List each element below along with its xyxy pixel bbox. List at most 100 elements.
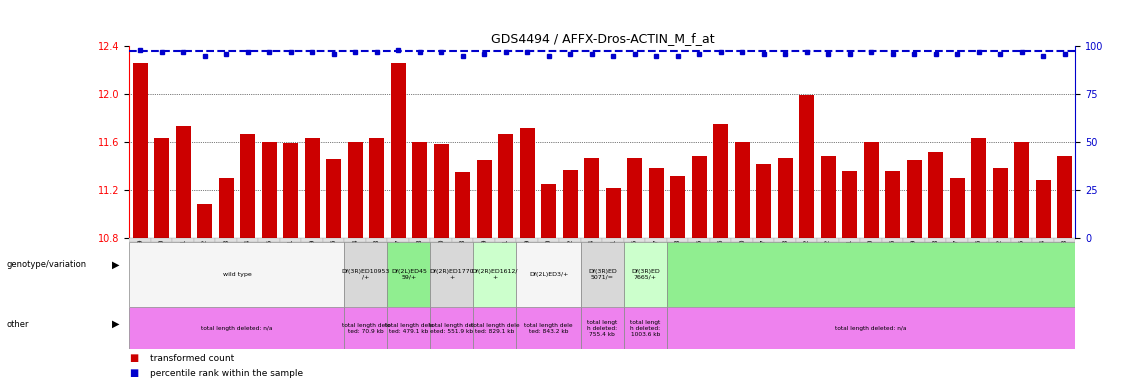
Text: GSM848356: GSM848356 <box>975 238 982 281</box>
Text: total lengt
h deleted:
1003.6 kb: total lengt h deleted: 1003.6 kb <box>631 320 661 337</box>
Bar <box>670 175 685 238</box>
Text: GSM848341: GSM848341 <box>847 238 852 281</box>
Text: GSM848334: GSM848334 <box>352 238 358 281</box>
Bar <box>581 238 602 242</box>
Bar <box>517 307 581 349</box>
Bar <box>713 124 729 238</box>
Bar <box>1057 157 1072 238</box>
Text: Df(3R)ED
5071/=: Df(3R)ED 5071/= <box>588 269 617 280</box>
Bar <box>133 63 148 238</box>
Bar <box>327 159 341 238</box>
Bar <box>949 178 965 238</box>
Text: total length dele
ted: 479.1 kb: total length dele ted: 479.1 kb <box>385 323 434 334</box>
Bar <box>473 238 495 242</box>
Text: GSM848323: GSM848323 <box>223 238 230 281</box>
Bar <box>542 184 556 238</box>
Bar <box>129 238 151 242</box>
Text: GSM848327: GSM848327 <box>395 238 401 281</box>
Bar <box>667 307 1075 349</box>
Text: GSM848347: GSM848347 <box>954 238 960 281</box>
Bar <box>259 238 280 242</box>
Bar <box>667 242 1075 307</box>
Title: GDS4494 / AFFX-Dros-ACTIN_M_f_at: GDS4494 / AFFX-Dros-ACTIN_M_f_at <box>491 32 714 45</box>
Bar <box>305 139 320 238</box>
Bar <box>993 169 1008 238</box>
Text: Df(3R)ED
7665/+: Df(3R)ED 7665/+ <box>631 269 660 280</box>
Bar <box>194 238 215 242</box>
Bar <box>584 158 599 238</box>
Bar <box>176 126 190 238</box>
Bar <box>885 171 900 238</box>
Bar <box>1015 142 1029 238</box>
Bar <box>971 139 986 238</box>
Text: GSM848349: GSM848349 <box>911 238 917 281</box>
Bar <box>624 238 645 242</box>
Bar <box>430 307 473 349</box>
Bar <box>369 139 384 238</box>
Text: GSM848358: GSM848358 <box>374 238 379 281</box>
Bar <box>757 164 771 238</box>
Bar <box>624 242 667 307</box>
Bar <box>903 238 924 242</box>
Bar <box>236 238 259 242</box>
Bar <box>602 238 624 242</box>
Text: ▶: ▶ <box>111 260 119 270</box>
Text: GSM848329: GSM848329 <box>525 238 530 281</box>
Text: Df(2L)ED3/+: Df(2L)ED3/+ <box>529 272 569 277</box>
Text: GSM848353: GSM848353 <box>1062 238 1067 281</box>
Bar <box>649 169 663 238</box>
Bar <box>240 134 256 238</box>
Bar <box>882 238 903 242</box>
Text: GSM848343: GSM848343 <box>783 238 788 281</box>
Text: other: other <box>7 319 29 329</box>
Bar <box>1036 180 1051 238</box>
Text: GSM848324: GSM848324 <box>244 238 251 281</box>
Bar <box>581 242 624 307</box>
Text: GSM848338: GSM848338 <box>417 238 422 281</box>
Bar <box>345 307 387 349</box>
Text: GSM848333: GSM848333 <box>674 238 680 281</box>
Text: GSM848326: GSM848326 <box>331 238 337 281</box>
Bar <box>1054 238 1075 242</box>
Text: GSM848330: GSM848330 <box>739 238 745 281</box>
Bar <box>563 170 578 238</box>
Text: GSM848332: GSM848332 <box>804 238 810 281</box>
Text: Df(3R)ED10953
/+: Df(3R)ED10953 /+ <box>342 269 390 280</box>
Text: GSM848360: GSM848360 <box>438 238 444 281</box>
Bar <box>151 238 172 242</box>
Bar <box>302 238 323 242</box>
Text: GSM848344: GSM848344 <box>589 238 595 281</box>
Bar <box>732 238 753 242</box>
Bar <box>284 143 298 238</box>
Bar <box>498 134 513 238</box>
Bar <box>581 307 624 349</box>
Bar <box>709 238 732 242</box>
Bar <box>430 238 452 242</box>
Text: GSM848342: GSM848342 <box>825 238 831 281</box>
Bar <box>864 142 878 238</box>
Text: total length deleted: n/a: total length deleted: n/a <box>202 326 272 331</box>
Text: GSM848350: GSM848350 <box>868 238 874 281</box>
Bar <box>968 238 990 242</box>
Bar <box>517 242 581 307</box>
Text: GSM848362: GSM848362 <box>568 238 573 281</box>
Bar <box>409 238 430 242</box>
Text: genotype/variation: genotype/variation <box>7 260 87 269</box>
Bar <box>946 238 968 242</box>
Text: total length dele
ted: 843.2 kb: total length dele ted: 843.2 kb <box>525 323 573 334</box>
Text: GSM848346: GSM848346 <box>890 238 895 281</box>
Bar <box>606 188 620 238</box>
Bar <box>391 63 405 238</box>
Text: percentile rank within the sample: percentile rank within the sample <box>150 369 303 378</box>
Bar <box>197 204 212 238</box>
Text: GSM848355: GSM848355 <box>1019 238 1025 281</box>
Text: wild type: wild type <box>223 272 251 277</box>
Bar <box>691 157 707 238</box>
Text: GSM848331: GSM848331 <box>288 238 294 281</box>
Text: GSM848322: GSM848322 <box>202 238 207 281</box>
Text: total length del
eted: 551.9 kb: total length del eted: 551.9 kb <box>429 323 474 334</box>
Text: total length deleted: n/a: total length deleted: n/a <box>835 326 906 331</box>
Bar <box>796 238 817 242</box>
Bar <box>154 139 169 238</box>
Bar <box>473 242 517 307</box>
